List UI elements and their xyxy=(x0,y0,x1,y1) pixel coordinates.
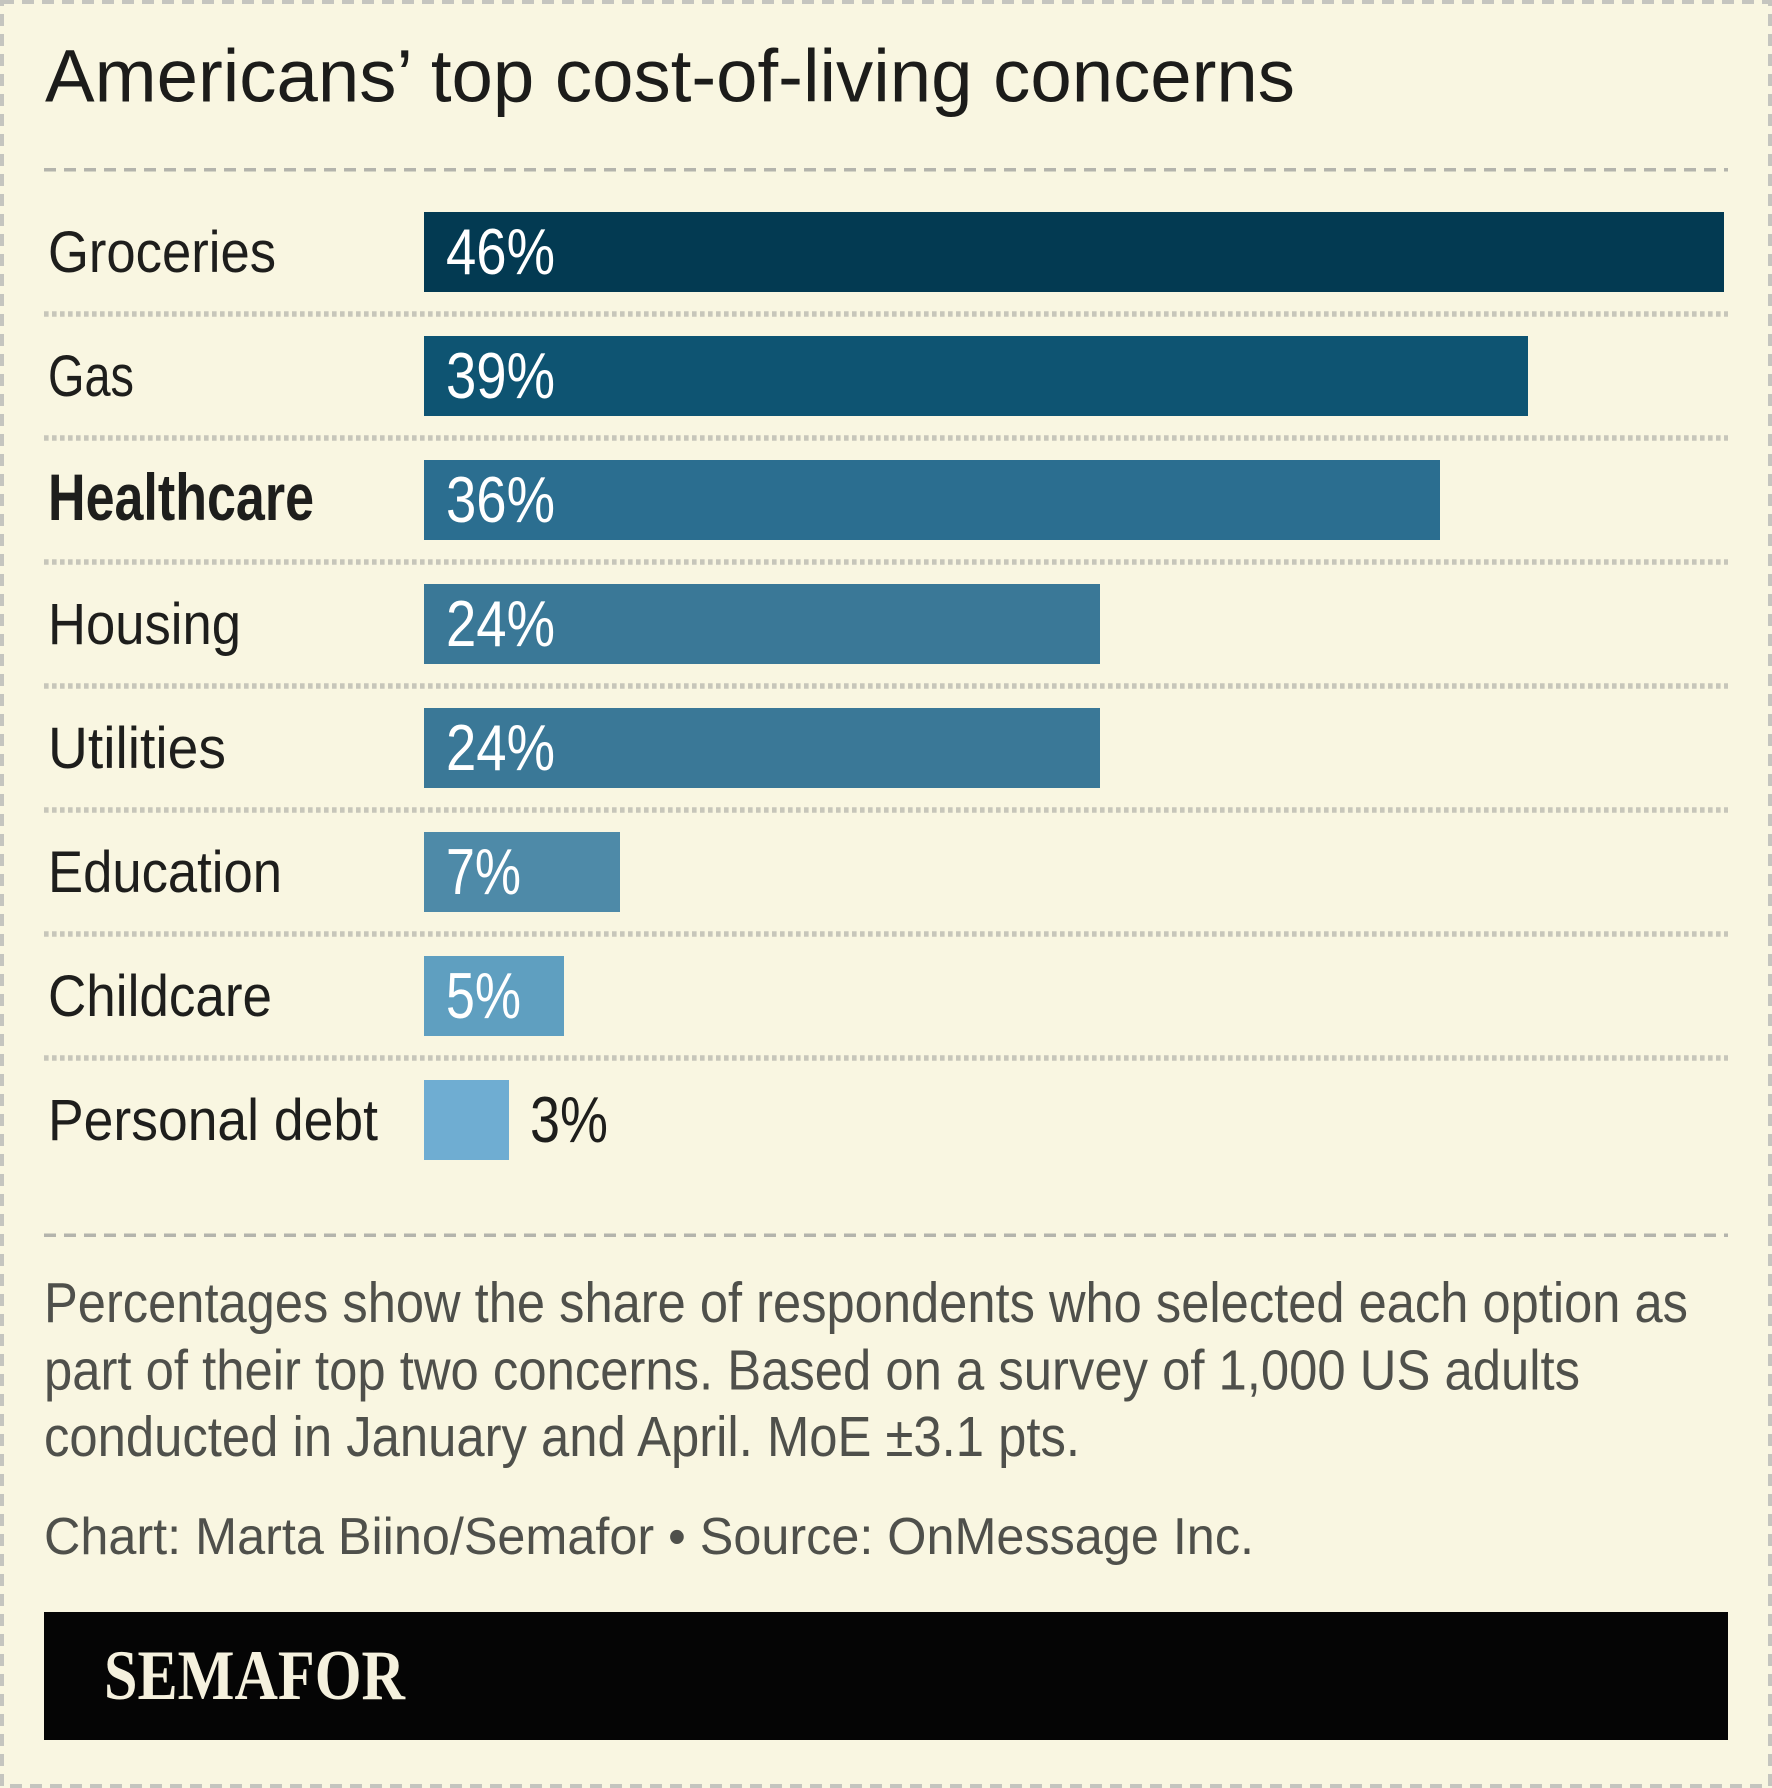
svg-text:SEMAFOR: SEMAFOR xyxy=(104,1637,406,1715)
svg-text:39%: 39% xyxy=(446,339,555,412)
svg-text:Utilities: Utilities xyxy=(48,716,226,781)
svg-text:46%: 46% xyxy=(446,215,555,288)
svg-text:Childcare: Childcare xyxy=(48,964,272,1029)
svg-text:24%: 24% xyxy=(446,587,555,660)
svg-text:Groceries: Groceries xyxy=(48,220,276,285)
svg-text:5%: 5% xyxy=(446,959,521,1032)
svg-text:part of their top two concerns: part of their top two concerns. Based on… xyxy=(44,1339,1580,1403)
svg-text:Personal debt: Personal debt xyxy=(48,1088,378,1153)
svg-text:Percentages show the share of: Percentages show the share of respondent… xyxy=(44,1271,1688,1335)
svg-text:Chart: Marta Biino/Semafor • S: Chart: Marta Biino/Semafor • Source: OnM… xyxy=(44,1508,1254,1566)
svg-text:conducted in January and April: conducted in January and April. MoE ±3.1… xyxy=(44,1405,1080,1469)
svg-text:36%: 36% xyxy=(446,463,555,536)
svg-text:7%: 7% xyxy=(446,835,521,908)
svg-text:Americans’ top cost-of-living: Americans’ top cost-of-living concerns xyxy=(45,35,1295,118)
svg-text:Housing: Housing xyxy=(48,592,241,657)
svg-text:Education: Education xyxy=(48,840,282,905)
svg-text:3%: 3% xyxy=(530,1083,608,1156)
svg-text:Gas: Gas xyxy=(48,344,134,409)
svg-text:Healthcare: Healthcare xyxy=(48,460,314,534)
svg-text:24%: 24% xyxy=(446,711,555,784)
